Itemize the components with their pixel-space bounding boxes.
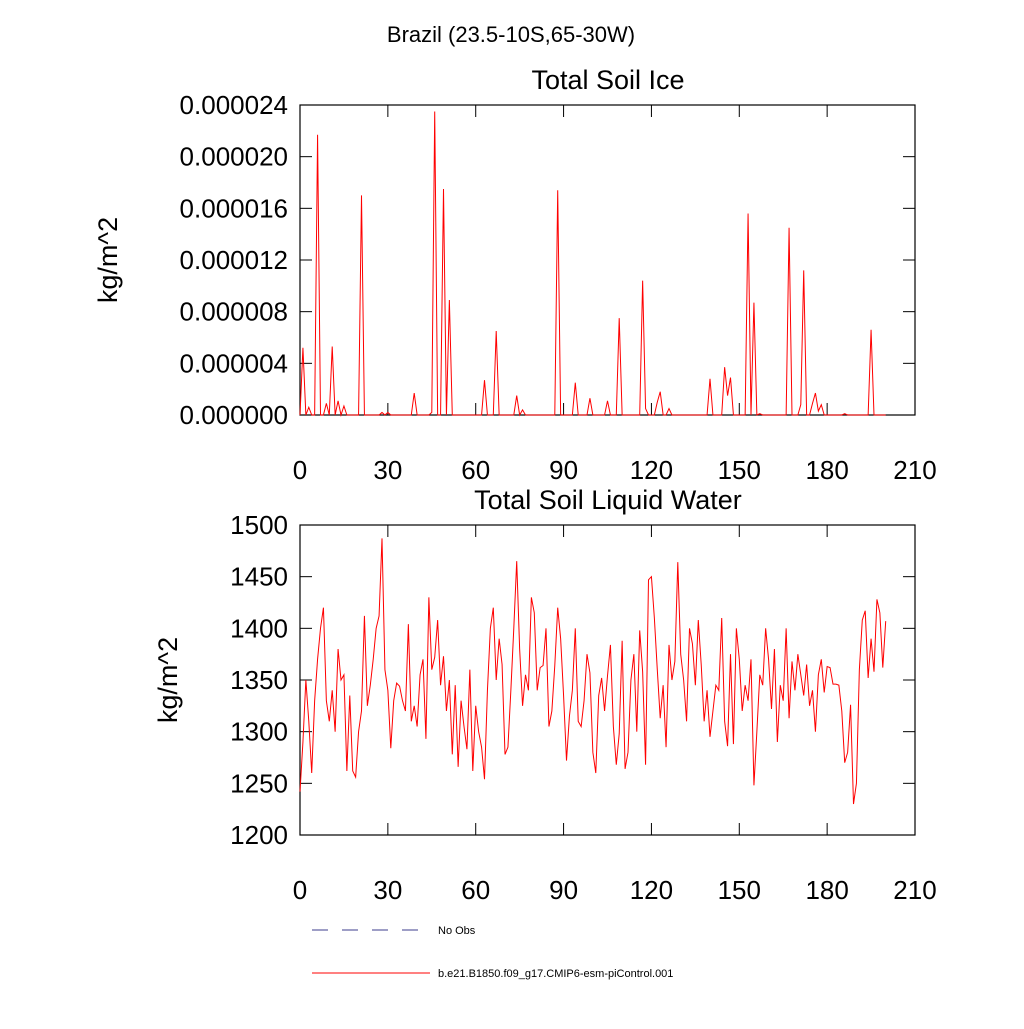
x-tick-label: 210: [893, 455, 936, 485]
x-tick-label: 0: [293, 875, 307, 905]
y-tick-label: 1200: [230, 820, 288, 850]
figure-title: Brazil (23.5-10S,65-30W): [387, 22, 635, 47]
x-tick-label: 180: [805, 455, 848, 485]
legend-label: No Obs: [438, 925, 476, 937]
panel-title: Total Soil Liquid Water: [474, 485, 742, 515]
y-tick-label: 0.000020: [180, 142, 288, 172]
x-tick-label: 210: [893, 875, 936, 905]
y-axis-label: kg/m^2: [153, 637, 183, 723]
panel-title: Total Soil Ice: [531, 65, 684, 95]
y-tick-label: 1500: [230, 510, 288, 540]
x-tick-label: 180: [805, 875, 848, 905]
y-tick-label: 1300: [230, 717, 288, 747]
x-tick-label: 90: [549, 455, 578, 485]
plot-frame: [299, 104, 916, 416]
x-tick-label: 60: [461, 875, 490, 905]
x-tick-label: 30: [373, 455, 402, 485]
x-tick-label: 150: [718, 875, 761, 905]
y-tick-label: 0.000012: [180, 245, 288, 275]
y-tick-label: 1250: [230, 768, 288, 798]
y-tick-label: 0.000000: [180, 400, 288, 430]
x-tick-label: 0: [293, 455, 307, 485]
y-axis-label: kg/m^2: [93, 217, 123, 303]
y-tick-label: 0.000016: [180, 193, 288, 223]
plot-frame: [299, 524, 916, 836]
data-line: [299, 538, 887, 805]
x-tick-label: 120: [630, 455, 673, 485]
data-line: [299, 111, 886, 417]
y-tick-label: 0.000004: [180, 348, 288, 378]
x-tick-label: 150: [718, 455, 761, 485]
x-tick-label: 90: [549, 875, 578, 905]
legend-label: b.e21.B1850.f09_g17.CMIP6-esm-piControl.…: [438, 968, 673, 980]
y-tick-label: 0.000008: [180, 297, 288, 327]
y-tick-label: 1400: [230, 613, 288, 643]
x-tick-label: 60: [461, 455, 490, 485]
x-tick-label: 120: [630, 875, 673, 905]
y-tick-label: 1350: [230, 665, 288, 695]
y-tick-label: 0.000024: [180, 90, 288, 120]
x-tick-label: 30: [373, 875, 402, 905]
y-tick-label: 1450: [230, 562, 288, 592]
